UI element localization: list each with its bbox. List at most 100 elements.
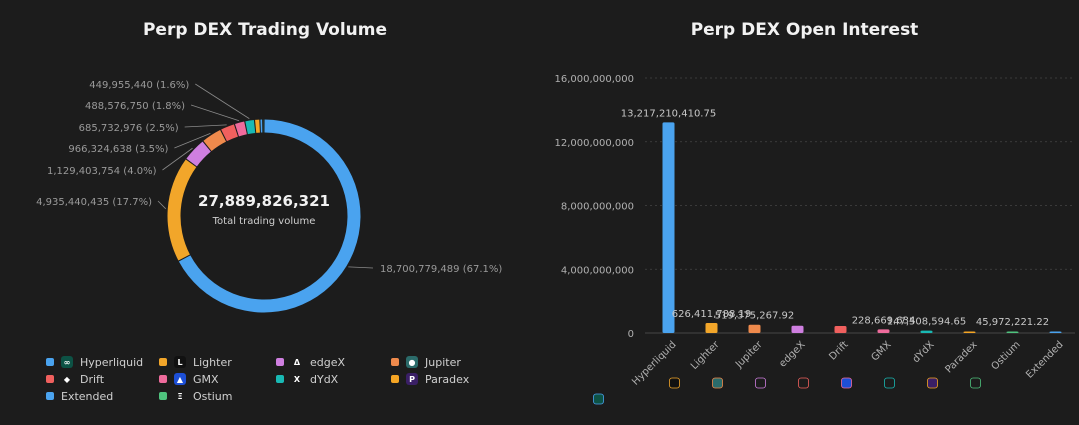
bar-value-label-lighter: 626,411,788.19 (672, 309, 752, 320)
donut-center-value: 27,889,826,321 (198, 192, 330, 210)
x-tick-label-ostium: Ostium (989, 339, 1022, 372)
gmx-logo-icon: ▲ (174, 373, 186, 385)
x-axis-ostium-logo-icon (970, 377, 981, 389)
legend-swatch-drift (46, 375, 54, 383)
x-tick-label-edgex: edgeX (777, 339, 807, 369)
open-interest-title: Perp DEX Open Interest (690, 20, 919, 40)
legend-item-extended[interactable]: Extended (46, 388, 113, 404)
legend-swatch-edgex (276, 358, 284, 366)
x-tick-label-gmx: GMX (869, 339, 893, 363)
x-axis-gmx-logo-icon (841, 377, 852, 389)
ostium-logo-icon: Ξ (174, 390, 186, 402)
open-interest-bar-chart: 0 4,000,000,000 8,000,000,000 12,000,000,00… (554, 74, 1075, 405)
donut-label-gmx: 488,576,750 (1.8%) (85, 101, 185, 112)
y-tick-label: 16,000,000,000 (554, 74, 634, 85)
donut-label-dydx: 449,955,440 (1.6%) (89, 80, 189, 91)
x-axis-edgex-logo-icon (755, 377, 766, 389)
y-tick-label: 0 (628, 329, 634, 340)
bar-value-label-gmx: 228,669,634 (852, 315, 916, 326)
legend-label-drift: Drift (80, 372, 105, 386)
bar-paradex[interactable] (963, 331, 976, 334)
legend-label-jupiter: Jupiter (425, 355, 461, 369)
legend-item-paradex[interactable]: P Paradex (391, 371, 469, 387)
x-tick-label-paradex: Paradex (943, 339, 979, 375)
donut-label-edgex: 1,129,403,754 (4.0%) (47, 166, 157, 177)
bar-value-label-hyperliquid: 13,217,210,410.75 (621, 108, 716, 119)
donut-label-hyperliquid: 18,700,779,489 (67.1%) (380, 264, 502, 275)
jupiter-logo-icon: ● (406, 356, 418, 368)
hyperliquid-logo-icon: ∞ (61, 356, 73, 368)
bar-drift[interactable] (834, 325, 847, 333)
legend-label-dydx: dYdX (310, 372, 339, 386)
donut-leader-line-hyperliquid (348, 266, 374, 269)
x-tick-label-extended: Extended (1024, 339, 1065, 380)
legend-swatch-jupiter (391, 358, 399, 366)
legend-item-hyperliquid[interactable]: ∞ Hyperliquid (46, 354, 143, 370)
legend-label-edgex: edgeX (310, 355, 346, 369)
donut-leader-line-drift (184, 124, 227, 128)
donut-label-jupiter: 966,324,638 (3.5%) (68, 144, 168, 155)
trading-volume-panel: Perp DEX Trading Volume 18,700,779,489 (… (0, 0, 530, 425)
legend-label-gmx: GMX (193, 372, 219, 386)
legend-swatch-gmx (159, 375, 167, 383)
y-tick-label: 4,000,000,000 (561, 265, 634, 276)
trading-volume-title: Perp DEX Trading Volume (142, 20, 388, 40)
bar-edgex[interactable] (791, 325, 804, 333)
paradex-logo-icon: P (406, 373, 418, 385)
bar-dydx[interactable] (920, 330, 933, 333)
x-axis-paradex-logo-icon (927, 377, 938, 389)
legend-item-drift[interactable]: ◆ Drift (46, 371, 104, 387)
open-interest-panel: Perp DEX Open Interest 0 4,000,000,000 8,0… (530, 0, 1079, 425)
legend-item-gmx[interactable]: ▲ GMX (159, 371, 219, 387)
donut-slice-gmx[interactable] (235, 121, 247, 137)
bar-lighter[interactable] (705, 323, 718, 333)
y-tick-label: 12,000,000,000 (554, 138, 634, 149)
bar-value-label-jupiter: 519,375,267.92 (715, 311, 795, 322)
donut-leader-line-dydx (195, 83, 250, 119)
dydx-logo-icon: X (291, 373, 303, 385)
x-axis-hyperliquid-logo-icon (593, 393, 604, 405)
donut-leader-line-gmx (190, 104, 240, 122)
legend-item-ostium[interactable]: Ξ Ostium (159, 388, 232, 404)
bar-extended[interactable] (1049, 331, 1062, 334)
legend-label-lighter: Lighter (193, 355, 232, 369)
x-tick-label-dydx: dYdX (911, 339, 937, 365)
donut-slice-lighter[interactable] (167, 159, 197, 261)
donut-slice-extended[interactable] (260, 119, 263, 133)
legend-item-jupiter[interactable]: ● Jupiter (391, 354, 461, 370)
bar-jupiter[interactable] (748, 324, 761, 333)
y-tick-label: 8,000,000,000 (561, 202, 634, 213)
x-tick-label-drift: Drift (827, 339, 850, 362)
donut-slice-dydx[interactable] (245, 120, 256, 135)
legend-swatch-ostium (159, 392, 167, 400)
legend-item-lighter[interactable]: L Lighter (159, 354, 232, 370)
donut-leader-line-edgex (162, 147, 193, 171)
bar-value-label-dydx: 147,508,594.65 (887, 317, 967, 328)
legend-label-hyperliquid: Hyperliquid (80, 355, 144, 369)
legend-swatch-lighter (159, 358, 167, 366)
legend-swatch-dydx (276, 375, 284, 383)
donut-slice-drift[interactable] (221, 124, 238, 142)
donut-label-drift: 685,732,976 (2.5%) (79, 123, 179, 134)
x-axis-drift-logo-icon (798, 377, 809, 389)
lighter-logo-icon: L (174, 356, 186, 368)
x-axis-lighter-logo-icon (669, 377, 680, 389)
donut-slice-paradex[interactable] (255, 119, 260, 133)
x-axis-dydx-logo-icon (884, 377, 895, 389)
bar-hyperliquid[interactable] (662, 122, 675, 333)
donut-center-label: Total trading volume (212, 216, 316, 227)
bar-gmx[interactable] (877, 329, 890, 333)
legend-label-ostium: Ostium (193, 389, 233, 403)
donut-slice-jupiter[interactable] (203, 130, 227, 152)
bar-value-label-ostium: 45,972,221.22 (976, 317, 1049, 328)
legend-label-extended: Extended (61, 389, 114, 403)
bar-ostium[interactable] (1006, 331, 1019, 334)
edgex-logo-icon: Δ (291, 356, 303, 368)
donut-label-lighter: 4,935,440,435 (17.7%) (36, 197, 152, 208)
legend-label-paradex: Paradex (425, 372, 470, 386)
donut-slice-edgex[interactable] (186, 141, 211, 167)
x-tick-label-jupiter: Jupiter (733, 339, 765, 371)
